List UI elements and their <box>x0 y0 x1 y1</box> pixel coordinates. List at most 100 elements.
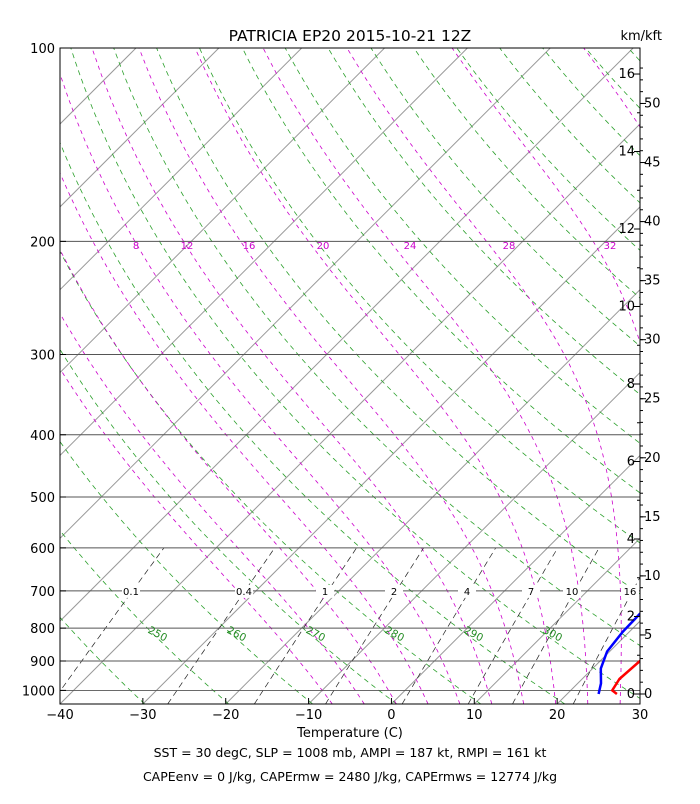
isotherm-line <box>0 48 385 704</box>
dry-adiabat-line <box>671 48 700 704</box>
moist-adiabat-line <box>263 48 588 704</box>
km-kft-label: km/kft <box>620 29 662 44</box>
moist-adiabat-line <box>584 48 700 704</box>
isotherm-line <box>0 48 219 704</box>
mixing-ratio-label: 4 <box>464 587 470 598</box>
kft-tick-label: 25 <box>644 392 661 407</box>
theta-label: 290 <box>462 624 485 644</box>
moist-adiabat-line <box>92 48 492 704</box>
pressure-tick-label: 700 <box>30 585 55 600</box>
dry-adiabat-line <box>328 48 700 704</box>
kft-tick-label: 50 <box>644 96 661 111</box>
dry-adiabat-line <box>285 48 700 704</box>
dry-adiabat-line <box>0 48 481 704</box>
mixing-ratio-label: 1 <box>322 587 328 598</box>
moist-adiabat-line <box>0 48 396 704</box>
isotherm-line <box>640 48 700 704</box>
dry-adiabat-line <box>628 48 700 704</box>
theta-e-label: 32 <box>604 241 617 252</box>
isotherm-line <box>0 48 302 704</box>
mixing-ratio-label: 0.4 <box>236 587 252 598</box>
moist-adiabat-line <box>195 48 556 704</box>
pressure-tick-label: 100 <box>30 42 55 57</box>
theta-label: 260 <box>225 624 248 644</box>
kft-tick-label: 20 <box>644 451 661 466</box>
theta-label: 250 <box>146 624 169 644</box>
plot-frame <box>60 48 640 704</box>
pressure-tick-label: 900 <box>30 655 55 670</box>
dry-adiabat-line <box>0 48 229 704</box>
isotherm-line <box>143 48 700 704</box>
mixing-ratio-label: 2 <box>391 587 397 598</box>
theta-e-label: 12 <box>181 241 194 252</box>
dry-adiabat-line <box>500 48 700 704</box>
mixing-ratio-line <box>254 548 356 704</box>
pressure-tick-label: 400 <box>30 429 55 444</box>
dry-adiabat-line <box>457 48 700 704</box>
isotherm-line <box>0 48 136 704</box>
mixing-ratio-label: 16 <box>624 587 637 598</box>
x-tick-label: 0 <box>387 708 395 723</box>
theta-label: 280 <box>383 624 406 644</box>
mixing-ratio-label: 0.1 <box>123 587 139 598</box>
isotherm-line <box>0 48 467 704</box>
mixing-ratio-line <box>513 548 600 704</box>
x-tick-label: −10 <box>295 708 322 723</box>
isotherm-line <box>474 48 700 704</box>
dry-adiabat-line <box>0 48 61 704</box>
x-tick-label: 30 <box>632 708 649 723</box>
mixing-ratio-label: 7 <box>528 587 534 598</box>
x-tick-label: −30 <box>129 708 156 723</box>
dry-adiabat-line <box>586 48 700 704</box>
isotherm-line <box>0 48 550 704</box>
theta-label: 300 <box>541 624 564 644</box>
theta-e-label: 16 <box>243 241 256 252</box>
theta-label: 270 <box>304 624 327 644</box>
moist-adiabat-line <box>52 48 460 704</box>
theta-e-label: 28 <box>503 241 516 252</box>
mixing-ratio-line <box>168 548 275 704</box>
kft-tick-label: 45 <box>644 156 661 171</box>
theta-e-label: 24 <box>404 241 417 252</box>
dry-adiabat-line <box>414 48 700 704</box>
theta-e-label: 20 <box>317 241 330 252</box>
dry-adiabat-line <box>28 48 565 704</box>
isotherm-line <box>309 48 700 704</box>
moist-adiabat-line <box>0 48 364 704</box>
x-tick-label: 20 <box>549 708 566 723</box>
kft-tick-label: 10 <box>644 569 661 584</box>
dry-adiabat-line <box>0 48 145 704</box>
theta-e-label: 8 <box>133 241 139 252</box>
footer-line-1: SST = 30 degC, SLP = 1008 mb, AMPI = 187… <box>0 745 700 760</box>
pressure-tick-label: 500 <box>30 491 55 506</box>
km-tick-label: 4 <box>627 532 635 547</box>
pressure-tick-label: 200 <box>30 235 55 250</box>
x-tick-label: −20 <box>212 708 239 723</box>
x-tick-label: −40 <box>46 708 73 723</box>
km-tick-label: 12 <box>618 222 635 237</box>
mixing-ratio-line <box>326 548 424 704</box>
km-tick-label: 8 <box>627 377 635 392</box>
dry-adiabat-line <box>71 48 649 704</box>
km-tick-label: 6 <box>627 455 635 470</box>
pressure-tick-label: 800 <box>30 622 55 637</box>
x-tick-label: 10 <box>466 708 483 723</box>
pressure-tick-label: 600 <box>30 542 55 557</box>
kft-tick-label: 40 <box>644 215 661 230</box>
footer-line-2: CAPEenv = 0 J/kg, CAPErmw = 2480 J/kg, C… <box>0 769 700 784</box>
isotherm-line <box>0 48 53 704</box>
x-axis-label: Temperature (C) <box>296 726 403 741</box>
km-tick-label: 16 <box>618 67 635 82</box>
kft-tick-label: 35 <box>644 274 661 289</box>
km-tick-label: 2 <box>627 609 635 624</box>
kft-tick-label: 15 <box>644 510 661 525</box>
pressure-tick-label: 300 <box>30 348 55 363</box>
km-tick-label: 10 <box>618 300 635 315</box>
kft-tick-label: 30 <box>644 333 661 348</box>
dry-adiabat-line <box>371 48 700 704</box>
mixing-ratio-label: 10 <box>566 587 579 598</box>
chart-title: PATRICIA EP20 2015-10-21 12Z <box>229 27 472 45</box>
pressure-tick-label: 1000 <box>22 684 55 699</box>
